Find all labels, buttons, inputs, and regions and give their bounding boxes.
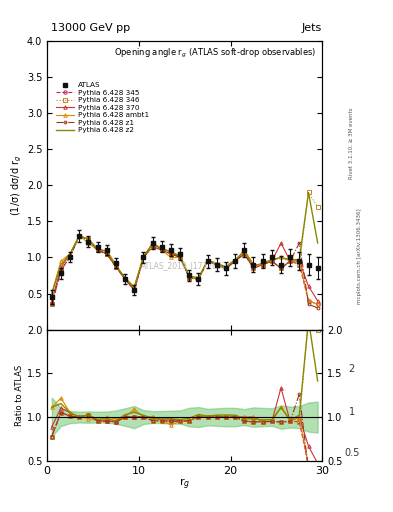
- Text: 2: 2: [349, 364, 355, 374]
- Legend: ATLAS, Pythia 6.428 345, Pythia 6.428 346, Pythia 6.428 370, Pythia 6.428 ambt1,: ATLAS, Pythia 6.428 345, Pythia 6.428 34…: [53, 79, 152, 136]
- Y-axis label: Ratio to ATLAS: Ratio to ATLAS: [15, 365, 24, 426]
- Text: 1: 1: [349, 407, 355, 417]
- Text: Jets: Jets: [302, 23, 322, 33]
- Text: 13000 GeV pp: 13000 GeV pp: [51, 23, 130, 33]
- Text: Opening angle r$_g$ (ATLAS soft-drop observables): Opening angle r$_g$ (ATLAS soft-drop obs…: [114, 47, 317, 60]
- Text: Rivet 3.1.10, ≥ 3M events: Rivet 3.1.10, ≥ 3M events: [349, 108, 354, 179]
- Text: mcplots.cern.ch [arXiv:1306.3436]: mcplots.cern.ch [arXiv:1306.3436]: [357, 208, 362, 304]
- Text: 0.5: 0.5: [344, 448, 360, 458]
- Text: ATLAS_2019_I1772062: ATLAS_2019_I1772062: [141, 262, 228, 271]
- X-axis label: r$_g$: r$_g$: [179, 477, 190, 493]
- Y-axis label: (1/σ) dσ/d r$_g$: (1/σ) dσ/d r$_g$: [9, 155, 24, 216]
